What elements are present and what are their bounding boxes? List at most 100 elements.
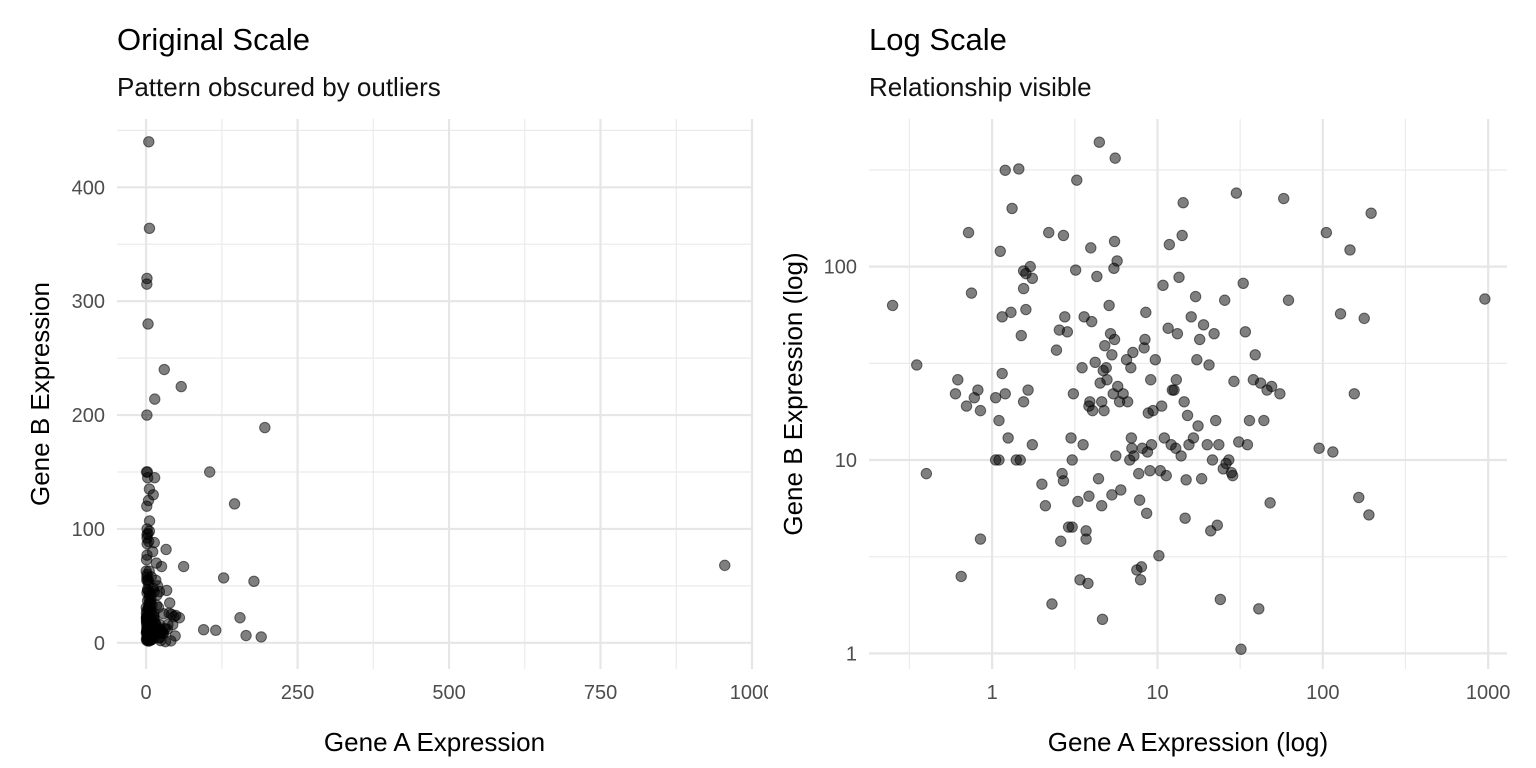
data-point xyxy=(1158,432,1171,444)
data-point xyxy=(1017,282,1030,295)
data-point xyxy=(1020,303,1032,316)
data-point xyxy=(1133,494,1146,506)
data-point xyxy=(1061,326,1074,338)
data-point xyxy=(1083,490,1095,502)
data-point xyxy=(210,624,222,636)
data-point xyxy=(1101,374,1113,386)
data-point xyxy=(1099,339,1111,352)
data-point xyxy=(228,498,241,510)
scatter-plot-log: 1 10 100 1000 1 10 100 Gene A Expression (log) G… xyxy=(778,119,1510,757)
data-point xyxy=(1157,279,1169,292)
data-point xyxy=(1197,319,1210,331)
data-point xyxy=(158,363,170,376)
data-point xyxy=(143,136,155,148)
data-point xyxy=(141,409,153,421)
data-point xyxy=(1201,438,1213,451)
grid xyxy=(117,119,754,669)
y-axis-title: Gene B Expression xyxy=(25,282,55,506)
data-point xyxy=(143,222,156,235)
scatter-points xyxy=(886,136,1491,655)
data-point xyxy=(993,454,1005,466)
data-point xyxy=(1139,333,1151,346)
data-point xyxy=(173,612,186,624)
data-point xyxy=(1071,174,1083,186)
data-point xyxy=(1237,277,1249,289)
chart-subtitle: Pattern obscured by outliers xyxy=(117,72,441,102)
data-point xyxy=(886,299,899,312)
data-point xyxy=(1077,438,1089,451)
data-point xyxy=(1091,270,1103,283)
data-point xyxy=(1214,593,1227,606)
data-point xyxy=(1358,312,1370,325)
data-point xyxy=(1127,346,1139,359)
data-point xyxy=(148,471,161,484)
data-point xyxy=(1173,271,1185,284)
data-point xyxy=(1096,500,1108,512)
data-point xyxy=(1089,356,1101,369)
data-point xyxy=(1187,432,1200,444)
data-point xyxy=(1145,374,1157,386)
data-point xyxy=(1479,293,1491,305)
data-point xyxy=(259,421,271,434)
data-point xyxy=(1211,519,1223,531)
data-point xyxy=(1185,311,1197,323)
data-point xyxy=(996,311,1008,323)
data-point xyxy=(1026,438,1039,451)
data-point xyxy=(1109,152,1121,164)
data-point xyxy=(1024,260,1036,273)
data-point xyxy=(1069,264,1082,276)
data-point xyxy=(1065,432,1077,444)
data-point xyxy=(1103,299,1115,312)
data-point xyxy=(160,584,173,597)
data-point xyxy=(1050,344,1063,356)
data-point xyxy=(1111,255,1123,267)
data-point xyxy=(1066,454,1078,466)
data-point xyxy=(1191,354,1203,366)
data-point xyxy=(255,631,267,643)
data-point xyxy=(1235,643,1247,655)
x-axis-title: Gene A Expression (log) xyxy=(1048,727,1328,757)
data-point xyxy=(1082,577,1094,590)
data-point xyxy=(1228,375,1240,388)
data-point xyxy=(1320,226,1333,239)
chart-title: Log Scale xyxy=(869,22,1007,57)
data-point xyxy=(1274,388,1286,400)
data-point xyxy=(1057,229,1070,242)
data-point xyxy=(240,629,252,642)
data-point xyxy=(1026,272,1039,285)
data-point xyxy=(1046,598,1058,610)
x-tick-label: 1000 xyxy=(730,682,768,704)
data-point xyxy=(1203,359,1215,371)
x-tick-label: 0 xyxy=(141,682,152,704)
x-tick-label: 10 xyxy=(1146,682,1168,704)
data-point xyxy=(719,559,731,572)
data-point xyxy=(1055,535,1067,547)
data-point xyxy=(1181,409,1194,422)
x-tick-label: 250 xyxy=(281,682,314,704)
y-tick-label: 10 xyxy=(835,450,857,472)
data-point xyxy=(164,597,176,609)
data-point xyxy=(974,533,987,545)
data-point xyxy=(1110,450,1122,462)
x-tick-label: 100 xyxy=(1306,682,1339,704)
data-point xyxy=(147,489,159,501)
data-point xyxy=(920,467,933,480)
data-point xyxy=(1108,333,1121,346)
data-point xyxy=(1106,489,1118,501)
data-point xyxy=(142,318,154,330)
data-point xyxy=(994,245,1006,258)
data-point xyxy=(1006,202,1018,215)
data-point xyxy=(1144,465,1156,477)
data-point xyxy=(999,388,1011,400)
y-axis-title: Gene B Expression (log) xyxy=(778,252,808,535)
data-point xyxy=(1066,521,1078,533)
data-point xyxy=(1014,454,1026,466)
data-point xyxy=(1100,362,1112,374)
data-point xyxy=(1175,450,1187,462)
data-point xyxy=(217,572,230,584)
data-point xyxy=(1210,414,1222,427)
data-point xyxy=(248,575,260,588)
data-point xyxy=(1072,495,1084,508)
chart-title: Original Scale xyxy=(117,22,310,57)
scatter-plot-original: 0 250 500 750 1000 0 100 200 300 400 Gene A Expres… xyxy=(25,119,768,757)
